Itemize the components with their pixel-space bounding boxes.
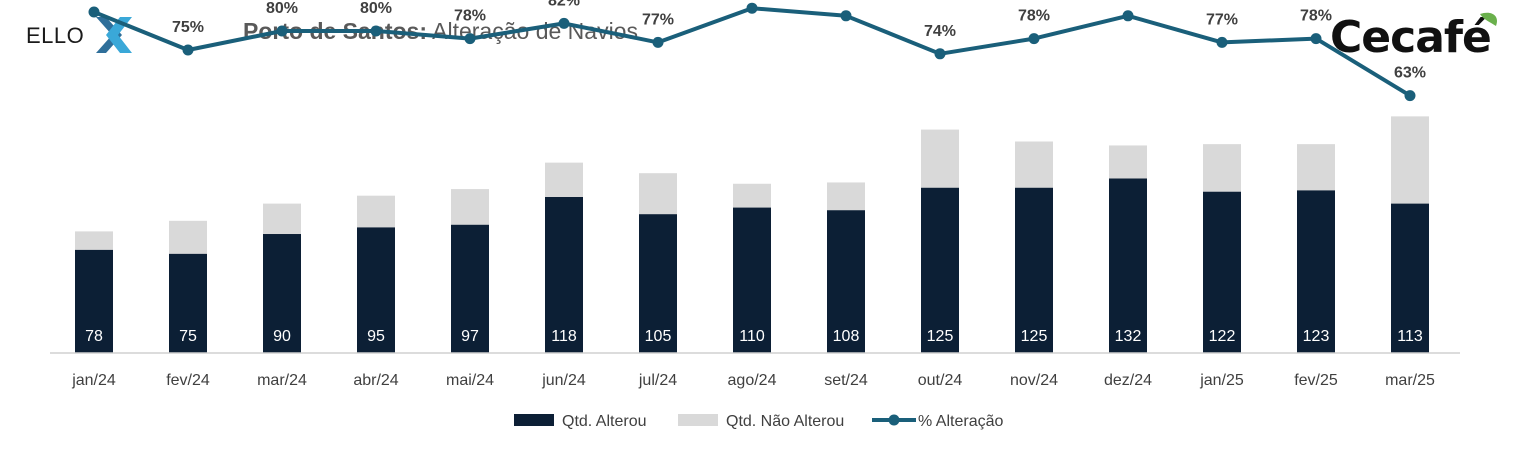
legend-label-alterou: Qtd. Alterou [562, 413, 647, 430]
line-value-label: 84% [1112, 0, 1144, 2]
bar-nao-alterou [263, 203, 301, 235]
x-tick-label: jan/24 [71, 372, 116, 389]
line-point [558, 17, 570, 29]
bar-nao-alterou [1015, 141, 1053, 188]
line-value-label: 84% [830, 0, 862, 2]
line-point [1216, 36, 1228, 48]
bar-value-label: 125 [1021, 328, 1048, 345]
bar-alterou [75, 249, 113, 353]
legend-label-alteracao: % Alteração [918, 413, 1003, 430]
bar-nao-alterou [639, 173, 677, 215]
bar-nao-alterou [75, 231, 113, 250]
bar-alterou [263, 234, 301, 353]
line-point [464, 33, 476, 45]
legend-label-nao-alterou: Qtd. Não Alterou [726, 413, 844, 430]
line-point [934, 48, 946, 60]
bar-alterou [357, 227, 395, 353]
bar-value-label: 90 [273, 328, 291, 345]
legend-swatch-nao-alterou [678, 414, 718, 426]
bar-nao-alterou [357, 195, 395, 228]
x-tick-label: fev/24 [166, 372, 210, 389]
bar-nao-alterou [827, 182, 865, 211]
line-point [1310, 33, 1322, 45]
bar-alterou [639, 214, 677, 353]
x-tick-label: dez/24 [1104, 372, 1152, 389]
bar-value-label: 78 [85, 328, 103, 345]
x-tick-label: out/24 [918, 372, 963, 389]
bar-value-label: 132 [1115, 328, 1142, 345]
line-value-label: 75% [172, 19, 204, 36]
line-point [276, 25, 288, 37]
bar-nao-alterou [1109, 145, 1147, 179]
line-point [1404, 90, 1416, 102]
x-tick-label: mar/25 [1385, 372, 1435, 389]
bar-alterou [921, 187, 959, 353]
bar-value-label: 110 [739, 328, 765, 345]
bar-alterou [1203, 191, 1241, 353]
bar-alterou [1391, 203, 1429, 353]
x-tick-label: jun/24 [541, 372, 586, 389]
bar-value-label: 105 [645, 328, 672, 345]
bar-nao-alterou [451, 189, 489, 225]
line-point [1028, 33, 1040, 45]
line-value-label: 80% [266, 0, 298, 17]
bar-alterou [169, 253, 207, 353]
bar-nao-alterou [1391, 116, 1429, 204]
line-value-label: 80% [360, 0, 392, 17]
line-value-label: 78% [1018, 8, 1050, 25]
bar-value-label: 108 [833, 328, 860, 345]
bar-value-label: 75 [179, 328, 197, 345]
line-value-label: 77% [1206, 11, 1238, 28]
bar-value-label: 122 [1209, 328, 1236, 345]
bar-nao-alterou [921, 129, 959, 188]
bar-nao-alterou [1297, 144, 1335, 191]
line-value-label: 78% [454, 8, 486, 25]
line-point [840, 10, 852, 22]
bar-alterou [1015, 187, 1053, 353]
line-point [652, 36, 664, 48]
line-point [1122, 10, 1134, 22]
bar-nao-alterou [733, 183, 771, 208]
bar-alterou [733, 207, 771, 353]
bar-nao-alterou [545, 162, 583, 198]
bar-value-label: 97 [461, 328, 479, 345]
x-tick-label: set/24 [824, 372, 868, 389]
bar-value-label: 113 [1397, 328, 1423, 345]
bar-alterou [1109, 178, 1147, 353]
bar-nao-alterou [169, 220, 207, 254]
cecafe-logo-text: Cecafé [1330, 12, 1492, 63]
line-value-label: 74% [924, 23, 956, 40]
x-tick-label: abr/24 [353, 372, 398, 389]
bar-alterou [827, 210, 865, 353]
x-tick-label: jul/24 [638, 372, 677, 389]
line-value-label: 77% [642, 11, 674, 28]
bar-nao-alterou [1203, 144, 1241, 192]
bar-value-label: 95 [367, 328, 385, 345]
legend-swatch-alterou [514, 414, 554, 426]
bar-alterou [451, 224, 489, 353]
line-value-label: 63% [1394, 65, 1426, 82]
x-tick-label: nov/24 [1010, 372, 1058, 389]
line-value-label: 78% [1300, 8, 1332, 25]
x-tick-label: jan/25 [1199, 372, 1244, 389]
line-point [370, 25, 382, 37]
line-point [182, 44, 194, 56]
bar-value-label: 118 [551, 328, 577, 345]
bar-value-label: 123 [1303, 328, 1330, 345]
cecafe-leaf-icon [1480, 12, 1498, 26]
bar-alterou [1297, 190, 1335, 353]
cecafe-logo: Cecafé [1330, 8, 1500, 70]
bar-value-label: 125 [927, 328, 954, 345]
line-value-label: 82% [548, 0, 580, 9]
line-point [746, 2, 758, 14]
x-tick-label: mar/24 [257, 372, 307, 389]
x-tick-label: fev/25 [1294, 372, 1338, 389]
legend-swatch-point [888, 414, 900, 426]
bar-alterou [545, 197, 583, 353]
x-tick-label: ago/24 [728, 372, 777, 389]
line-point [88, 6, 100, 18]
ellox-logo-text: ELLO [26, 23, 85, 48]
x-tick-label: mai/24 [446, 372, 494, 389]
